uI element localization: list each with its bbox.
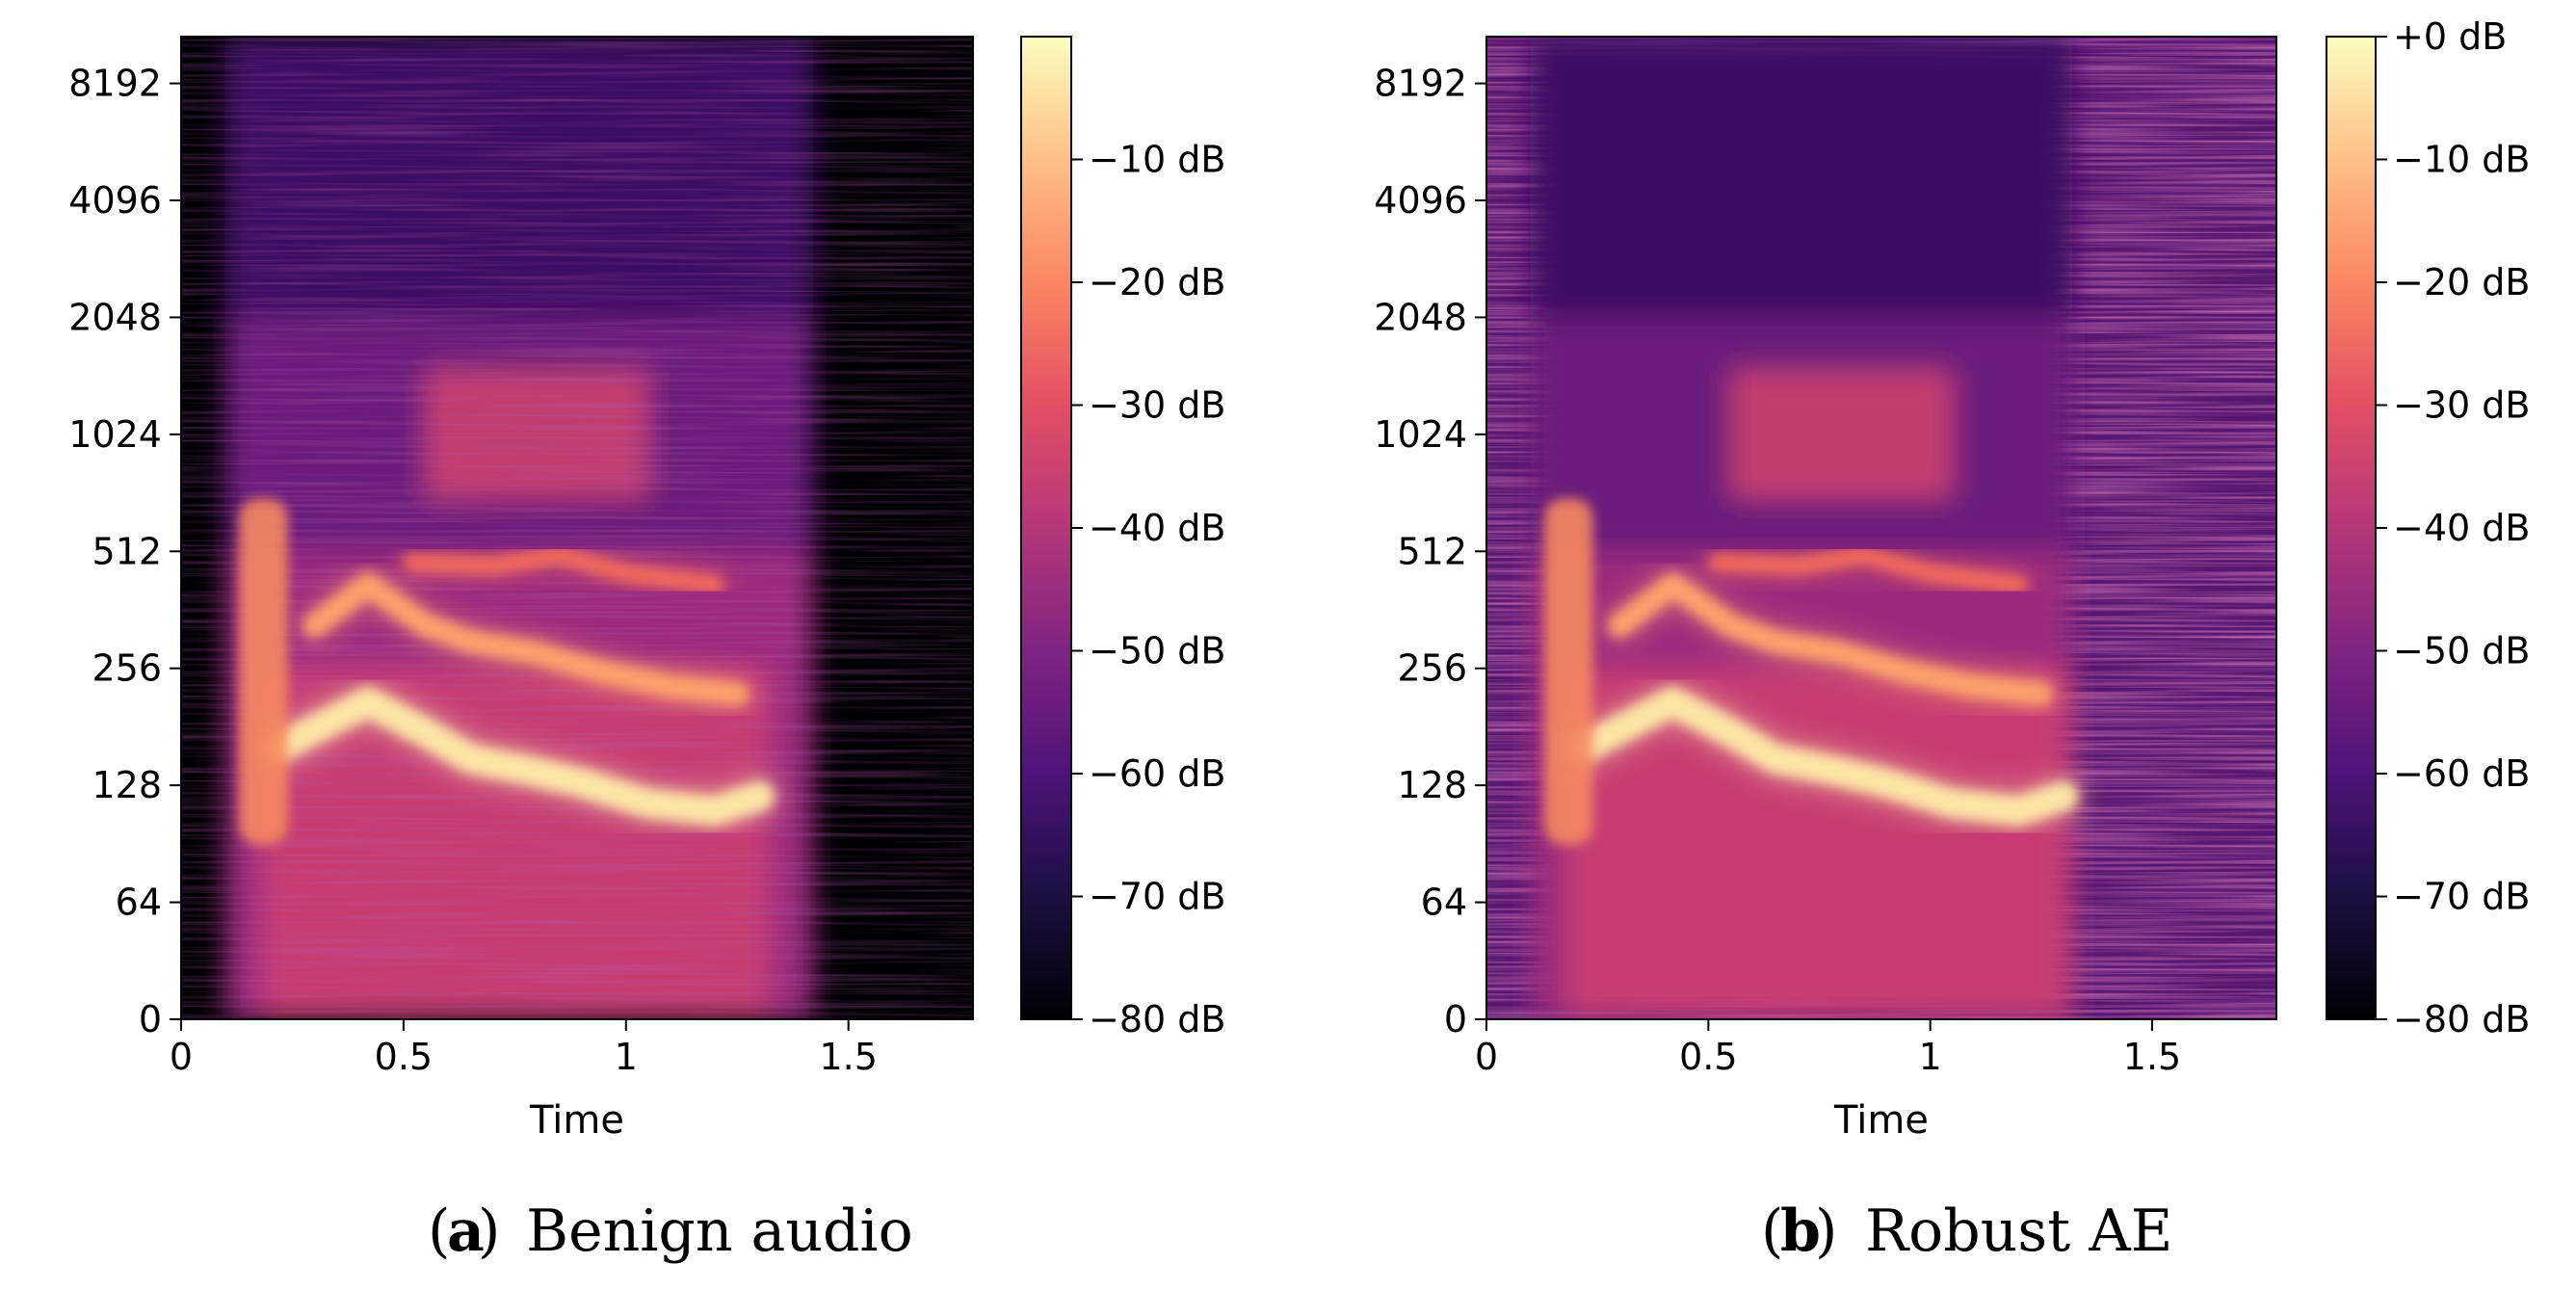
x-tick-label: 1 xyxy=(1919,1036,1942,1078)
colorbar-tick-label: −30 dB xyxy=(2393,384,2530,427)
y-tick-label: 2048 xyxy=(68,296,162,338)
plot-frame-a xyxy=(180,36,974,1020)
speech-texture xyxy=(181,37,973,1019)
harmonic-h2 xyxy=(1608,573,2053,706)
caption-b-close-paren: ) xyxy=(1815,1198,1837,1265)
x-tick-label: 1 xyxy=(615,1036,638,1078)
colorbar-tick-label: −30 dB xyxy=(1089,384,1225,427)
x-tick-label: 1.5 xyxy=(819,1036,877,1078)
caption-a-letter: a xyxy=(447,1198,485,1265)
harmonic-h2 xyxy=(302,573,749,706)
colorbar-tick-label: −10 dB xyxy=(2393,139,2530,181)
caption-b-open-paren: ( xyxy=(1761,1198,1783,1265)
spectrogram-b xyxy=(1486,37,2276,1019)
y-tick-label: 64 xyxy=(116,882,162,924)
y-tick-label: 128 xyxy=(1397,764,1467,806)
y-tick-label: 8192 xyxy=(68,63,162,105)
y-tick-label: 4096 xyxy=(1374,179,1467,222)
caption-a: ( a ) Benign audio xyxy=(428,1198,913,1265)
speech-energy xyxy=(1531,37,2073,1019)
x-tick-label: 0.5 xyxy=(375,1036,433,1078)
caption-a-open-paren: ( xyxy=(428,1198,450,1265)
colorbar-b xyxy=(2326,36,2377,1020)
plot-frame-b xyxy=(1485,36,2277,1020)
colorbar-tick-label: −20 dB xyxy=(2393,261,2530,303)
colorbar-tick-label: −50 dB xyxy=(1089,630,1225,672)
formant-cluster xyxy=(1730,369,1953,499)
x-tick-label: 0.5 xyxy=(1679,1036,1737,1078)
colorbar-tick-label: +0 dB xyxy=(2393,15,2507,58)
caption-b: ( b ) Robust AE xyxy=(1761,1198,2172,1265)
colorbar-a xyxy=(1020,36,1072,1020)
caption-a-text: Benign audio xyxy=(526,1198,913,1265)
colorbar-tick-label: −80 dB xyxy=(1089,998,1225,1040)
colorbar-tick-label: −20 dB xyxy=(1089,261,1225,303)
onset-pulse-bar xyxy=(239,498,288,845)
onset-pulse-bar xyxy=(1543,498,1593,845)
y-tick-label: 256 xyxy=(92,647,162,690)
y-tick-label: 1024 xyxy=(1374,413,1467,456)
x-tick-label: 0 xyxy=(1475,1036,1498,1078)
y-tick-label: 512 xyxy=(92,530,162,572)
colorbar-tick-label: −40 dB xyxy=(2393,507,2530,549)
y-tick-label: 0 xyxy=(1444,998,1467,1040)
harmonic-h3 xyxy=(404,546,724,593)
colorbar-tick-label: −10 dB xyxy=(1089,139,1225,181)
x-tick-label: 1.5 xyxy=(2123,1036,2181,1078)
caption-a-close-paren: ) xyxy=(478,1198,500,1265)
x-axis-label: Time xyxy=(1833,1098,1929,1143)
colorbar-tick-label: −40 dB xyxy=(1089,507,1225,549)
colorbar-tick-label: −70 dB xyxy=(2393,876,2530,918)
y-tick-label: 128 xyxy=(92,764,162,806)
spectrogram-a xyxy=(181,37,973,1019)
panel-b: 0 0.5 1 1.5 Time 0 64 128 256 512 1024 2048 4096 8192… xyxy=(1374,15,2530,1143)
harmonic-h3 xyxy=(1708,546,2028,593)
harmonic-f0 xyxy=(1569,687,2078,826)
y-tick-label: 4096 xyxy=(68,179,162,222)
y-tick-label: 2048 xyxy=(1374,296,1467,338)
harmonic-f0 xyxy=(264,687,775,826)
y-tick-label: 64 xyxy=(1421,882,1467,924)
y-tick-label: 256 xyxy=(1397,647,1467,690)
onset-pulse xyxy=(239,498,288,845)
y-tick-label: 1024 xyxy=(68,413,162,456)
colorbar-tick-label: −60 dB xyxy=(2393,752,2530,795)
colorbar-tick-label: −50 dB xyxy=(2393,630,2530,672)
caption-b-text: Robust AE xyxy=(1865,1198,2172,1265)
x-tick-label: 0 xyxy=(170,1036,193,1078)
colorbar-tick-label: −70 dB xyxy=(1089,876,1225,918)
x-axis-label: Time xyxy=(529,1098,624,1143)
onset-pulse xyxy=(1543,498,1593,845)
panel-a: 0 0.5 1 1.5 Time 0 64 128 256 512 1024 2048 4096 8192… xyxy=(68,36,1225,1143)
y-tick-label: 8192 xyxy=(1374,63,1467,105)
colorbar-tick-label: −80 dB xyxy=(2393,998,2530,1040)
caption-b-letter: b xyxy=(1780,1198,1821,1265)
y-tick-label: 0 xyxy=(139,998,162,1040)
colorbar-tick-label: −60 dB xyxy=(1089,752,1225,795)
y-tick-label: 512 xyxy=(1397,530,1467,572)
